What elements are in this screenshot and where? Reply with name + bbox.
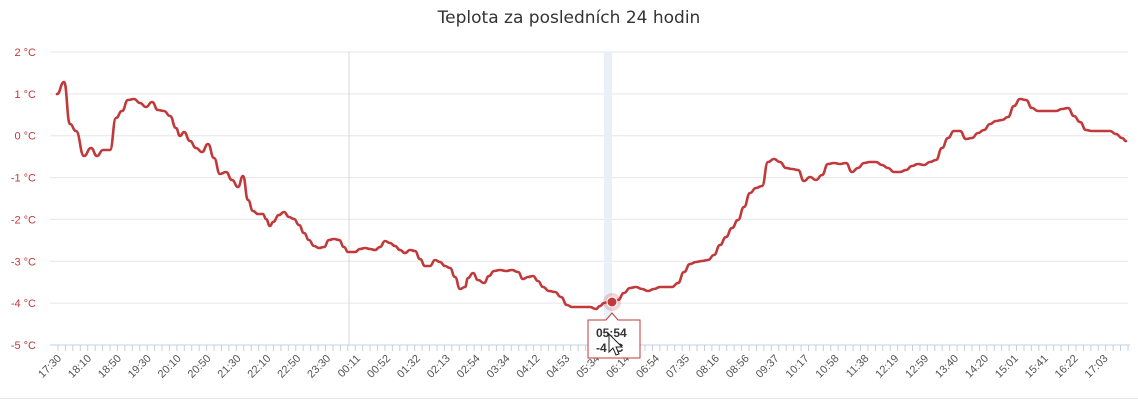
x-tick-label: 15:41 bbox=[1023, 353, 1051, 381]
x-tick-label: 10:17 bbox=[784, 353, 812, 381]
x-tick-label: 14:20 bbox=[963, 353, 991, 381]
x-tick-label: 19:30 bbox=[126, 353, 154, 381]
y-tick-label: 0 °C bbox=[14, 131, 36, 143]
x-tick-label: 18:50 bbox=[96, 353, 124, 381]
series-layer bbox=[55, 80, 1128, 311]
x-tick-label: 02:13 bbox=[425, 353, 453, 381]
y-tick-label: 2 °C bbox=[14, 47, 36, 59]
hover-point bbox=[606, 296, 618, 308]
x-tick-label: 17:30 bbox=[36, 353, 64, 381]
x-tick-label: 08:16 bbox=[694, 353, 722, 381]
x-tick-label: 04:12 bbox=[515, 353, 543, 381]
x-tick-label: 12:59 bbox=[903, 353, 931, 381]
grid-lines bbox=[50, 51, 1128, 345]
x-tick-label: 22:50 bbox=[275, 353, 303, 381]
crosshair bbox=[604, 52, 612, 345]
y-tick-label: -1 °C bbox=[11, 173, 36, 185]
mouse-pointer-icon bbox=[608, 332, 624, 356]
x-tick-label: 00:52 bbox=[365, 353, 393, 381]
x-tick-label: 15:01 bbox=[993, 353, 1021, 381]
y-tick-label: -5 °C bbox=[11, 340, 36, 352]
tooltip-box bbox=[587, 312, 641, 359]
hover-band bbox=[604, 52, 612, 345]
bottom-divider bbox=[0, 398, 1138, 399]
x-axis: 17:30 18:10 18:50 19:30 20:10 20:50 21:30 22:10… bbox=[36, 344, 1130, 381]
x-tick-label: 16:22 bbox=[1053, 353, 1081, 381]
x-tick-label: 04:53 bbox=[544, 353, 572, 381]
x-tick-label: 17:03 bbox=[1083, 353, 1111, 381]
x-tick-label: 09:37 bbox=[754, 353, 782, 381]
x-tick-label: 07:35 bbox=[664, 353, 692, 381]
tooltip-time: 05:54 bbox=[596, 326, 627, 340]
x-tick-label: 20:50 bbox=[186, 353, 214, 381]
y-axis: 2 °C 1 °C 0 °C -1 °C -2 °C -3 °C -4 °C -5 °C bbox=[11, 47, 36, 352]
mouse-pointer-shape bbox=[608, 332, 624, 356]
y-tick-label: -2 °C bbox=[11, 214, 36, 226]
x-tick-label: 10:58 bbox=[814, 353, 842, 381]
x-tick-label: 01:32 bbox=[395, 353, 423, 381]
x-tick-label: 08:56 bbox=[724, 353, 752, 381]
x-tick-label: 22:10 bbox=[245, 353, 273, 381]
y-tick-label: -4 °C bbox=[11, 298, 36, 310]
y-tick-label: 1 °C bbox=[14, 89, 36, 101]
x-tick-label: 18:10 bbox=[66, 353, 94, 381]
x-tick-label: 00:11 bbox=[336, 353, 363, 380]
x-tick-label: 12:19 bbox=[873, 353, 901, 381]
chart-title: Teplota za posledních 24 hodin bbox=[437, 8, 701, 28]
x-tick-label: 20:10 bbox=[156, 353, 184, 381]
x-tick-label: 03:34 bbox=[485, 353, 513, 381]
y-tick-label: -3 °C bbox=[11, 256, 36, 268]
x-tick-label: 02:54 bbox=[455, 353, 483, 381]
x-tick-label: 23:30 bbox=[305, 353, 333, 381]
x-tick-label: 13:40 bbox=[933, 353, 961, 381]
x-tick-label: 21:30 bbox=[216, 353, 244, 381]
temperature-series-line bbox=[55, 80, 1128, 311]
x-tick-label: 11:38 bbox=[844, 353, 871, 380]
